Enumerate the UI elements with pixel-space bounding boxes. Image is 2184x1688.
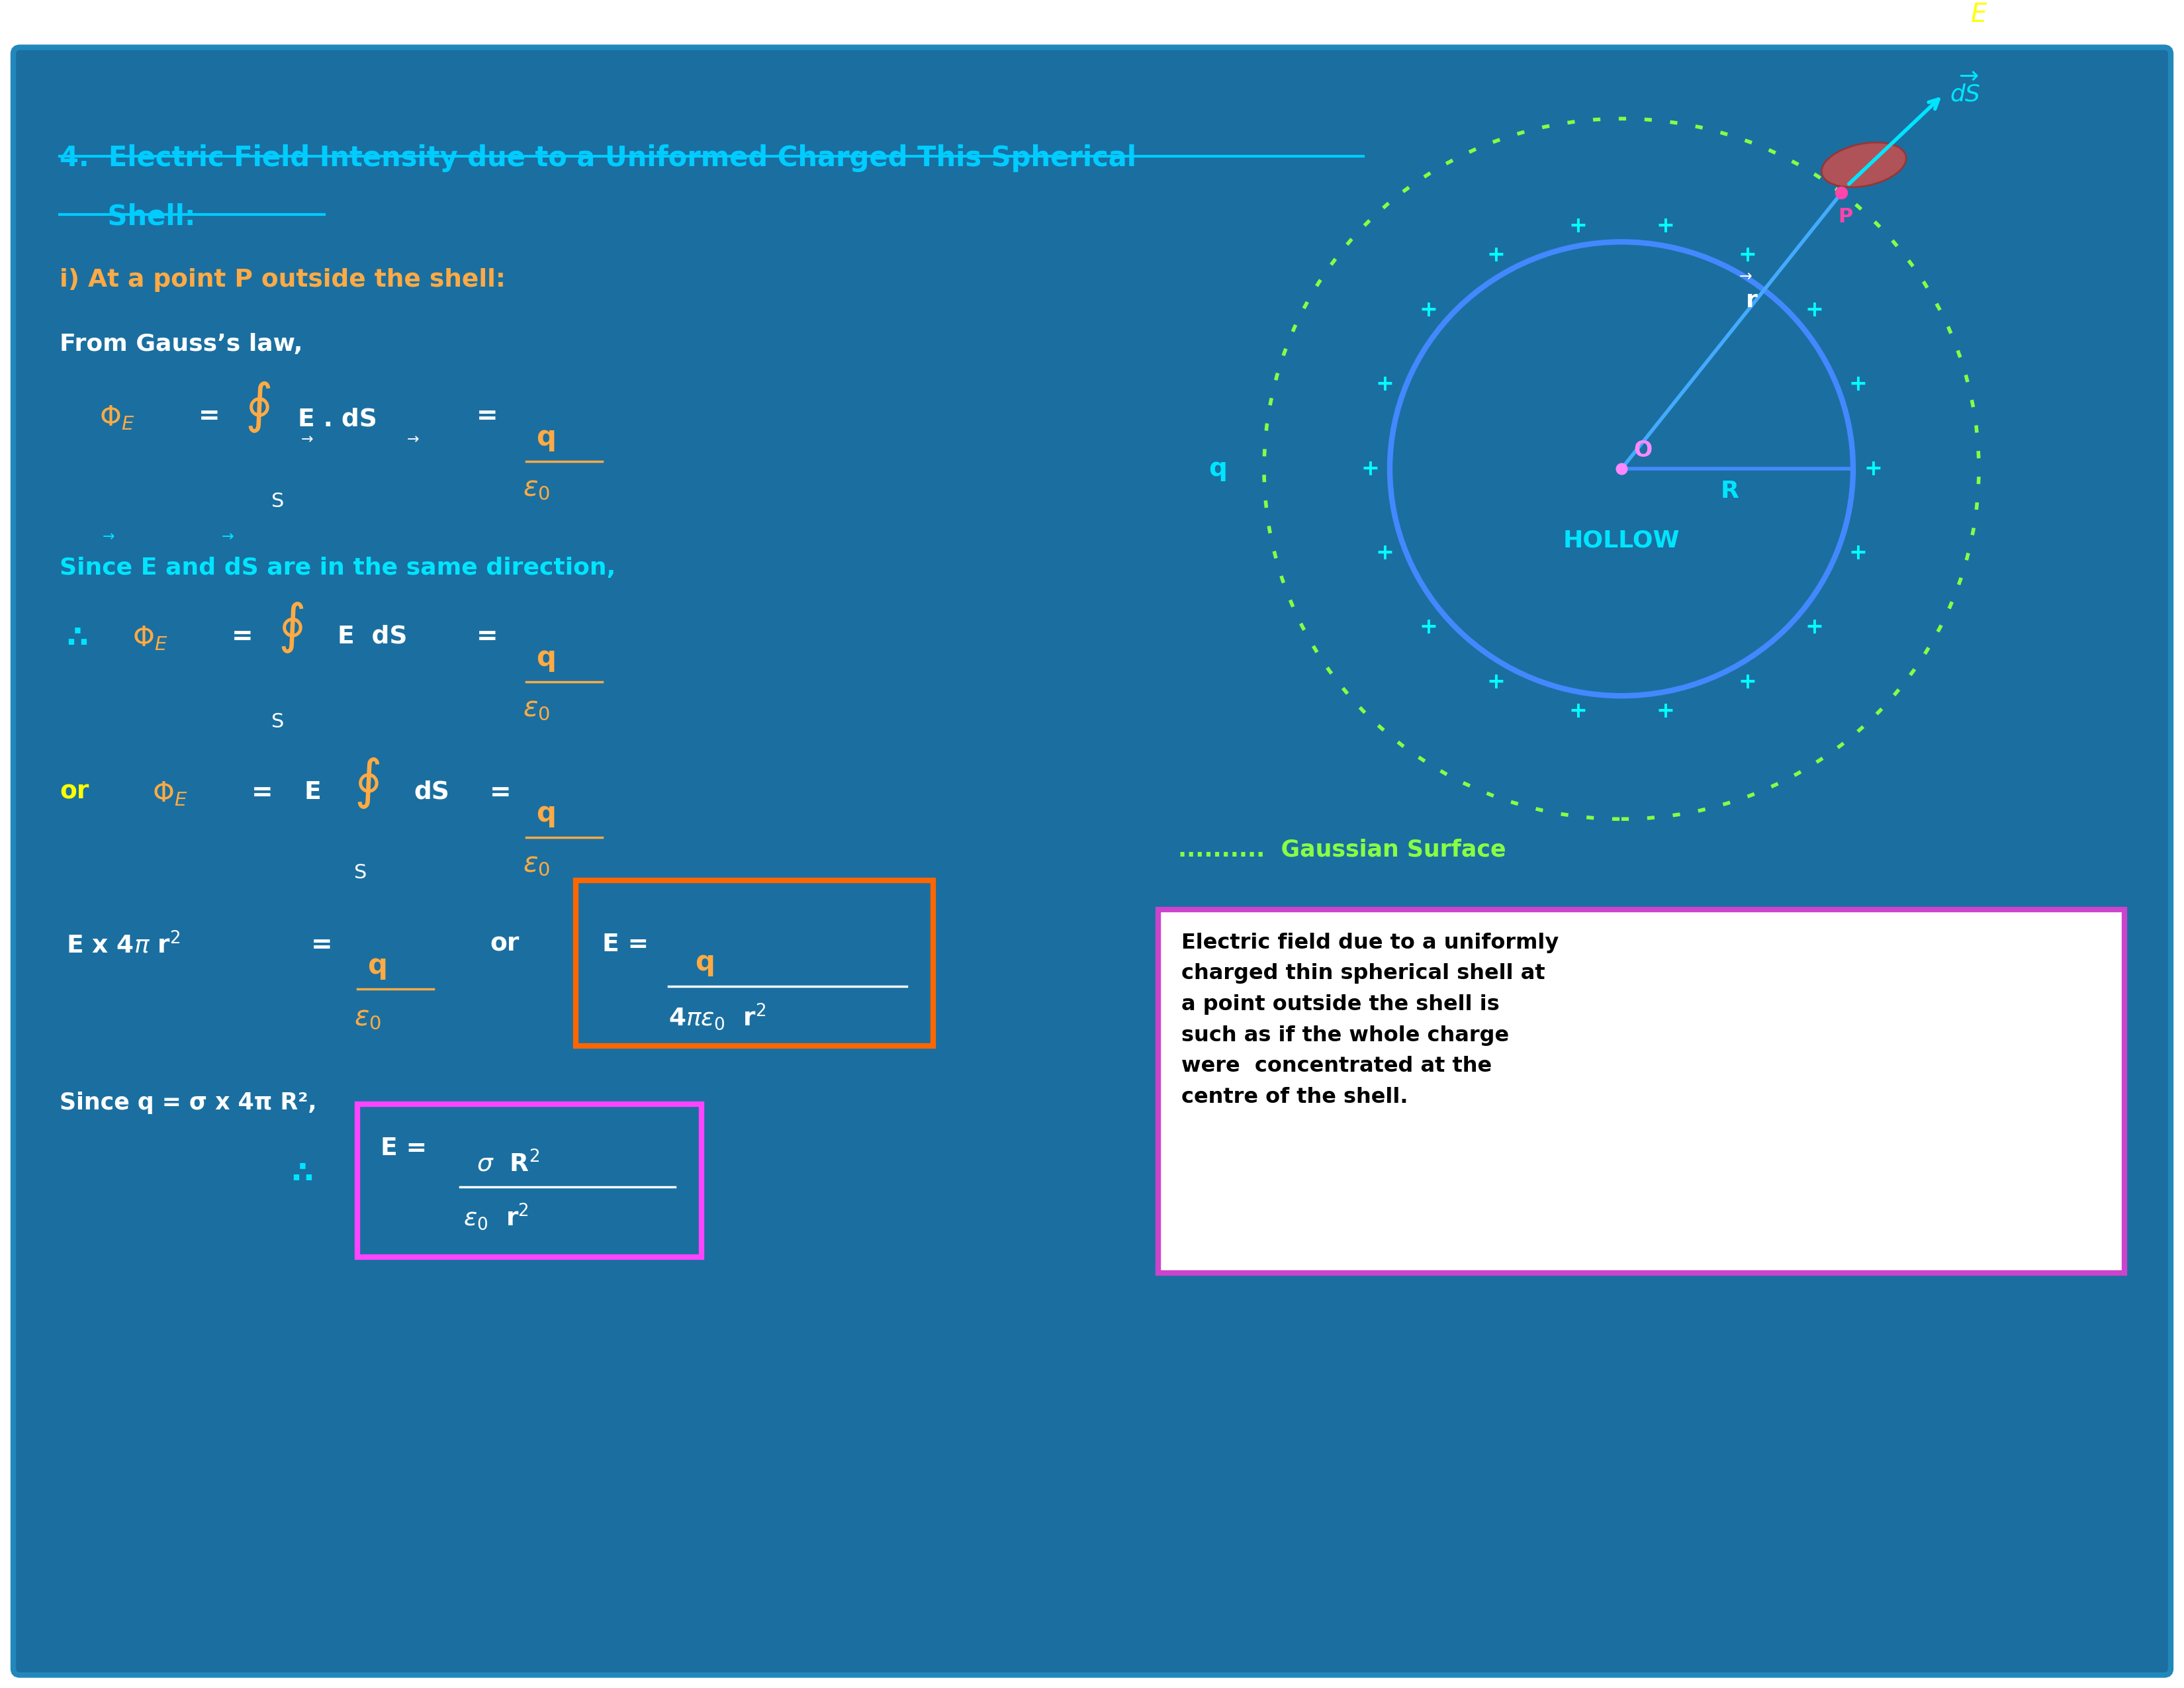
- Text: +: +: [1738, 672, 1756, 694]
- Text: $\overrightarrow{dS}$: $\overrightarrow{dS}$: [1950, 73, 1981, 106]
- Text: $\Phi_E$: $\Phi_E$: [153, 780, 188, 809]
- Text: E  dS: E dS: [339, 625, 408, 648]
- Text: E: E: [304, 780, 321, 803]
- FancyBboxPatch shape: [1158, 910, 2125, 1273]
- Text: $\varepsilon_0$: $\varepsilon_0$: [354, 1004, 382, 1031]
- Text: q: q: [695, 949, 714, 977]
- Text: $\varepsilon_0$  r$^2$: $\varepsilon_0$ r$^2$: [463, 1202, 529, 1231]
- Text: ∮: ∮: [277, 603, 306, 653]
- Text: S: S: [354, 863, 367, 883]
- FancyBboxPatch shape: [13, 47, 2171, 1674]
- Text: $\vec{E}$: $\vec{E}$: [1970, 0, 1987, 27]
- Text: +: +: [1568, 701, 1588, 722]
- Text: Electric field due to a uniformly
charged thin spherical shell at
a point outsid: Electric field due to a uniformly charge…: [1182, 932, 1559, 1107]
- Text: dS: dS: [413, 780, 450, 803]
- Text: →: →: [1738, 268, 1752, 285]
- Text: +: +: [1863, 457, 1883, 479]
- Text: $\varepsilon_0$: $\varepsilon_0$: [522, 851, 550, 878]
- Text: 4.  Electric Field Intensity due to a Uniformed Charged This Spherical: 4. Electric Field Intensity due to a Uni…: [59, 145, 1136, 172]
- Text: R: R: [1721, 479, 1738, 503]
- Text: $\varepsilon_0$: $\varepsilon_0$: [522, 694, 550, 722]
- Text: +: +: [1804, 616, 1824, 638]
- Text: →: →: [223, 530, 234, 544]
- Text: =: =: [310, 932, 332, 957]
- Text: +: +: [1376, 373, 1393, 395]
- Text: ∮: ∮: [354, 758, 382, 809]
- Text: r: r: [1745, 289, 1758, 312]
- Text: E =: E =: [380, 1136, 426, 1161]
- Text: E =: E =: [603, 932, 649, 957]
- Text: +: +: [1848, 373, 1867, 395]
- FancyBboxPatch shape: [577, 881, 933, 1047]
- Text: +: +: [1848, 542, 1867, 564]
- Text: →: →: [301, 434, 314, 446]
- Text: →: →: [103, 530, 116, 544]
- Text: S: S: [271, 712, 284, 731]
- Text: $\sigma$  R$^2$: $\sigma$ R$^2$: [476, 1151, 539, 1177]
- Text: =: =: [476, 625, 498, 650]
- Text: q: q: [367, 952, 387, 979]
- Text: or: or: [489, 932, 520, 957]
- Text: +: +: [1420, 299, 1437, 321]
- FancyBboxPatch shape: [358, 1104, 701, 1258]
- Text: P: P: [1839, 208, 1852, 226]
- Text: q: q: [535, 800, 557, 827]
- Text: q: q: [535, 643, 557, 672]
- Text: =: =: [199, 403, 221, 429]
- Text: ..........  Gaussian Surface: .......... Gaussian Surface: [1177, 839, 1507, 861]
- Text: ∴: ∴: [290, 1160, 312, 1190]
- Ellipse shape: [1821, 142, 1907, 187]
- Text: E . dS: E . dS: [297, 407, 378, 430]
- Text: +: +: [1361, 457, 1378, 479]
- Text: +: +: [1376, 542, 1393, 564]
- Text: +: +: [1568, 216, 1588, 236]
- Text: $\Phi_E$: $\Phi_E$: [133, 625, 168, 652]
- Text: =: =: [489, 780, 511, 805]
- Text: Since E and dS are in the same direction,: Since E and dS are in the same direction…: [59, 557, 616, 579]
- Text: =: =: [251, 780, 273, 805]
- Text: q: q: [535, 424, 557, 451]
- Text: i) At a point P outside the shell:: i) At a point P outside the shell:: [59, 268, 507, 292]
- Text: E x 4$\pi$ r$^2$: E x 4$\pi$ r$^2$: [66, 932, 181, 959]
- Text: =: =: [476, 403, 498, 429]
- Text: $\varepsilon_0$: $\varepsilon_0$: [522, 474, 550, 501]
- Text: ∴: ∴: [66, 625, 87, 655]
- Text: S: S: [271, 491, 284, 511]
- Text: +: +: [1487, 245, 1505, 267]
- Text: or: or: [59, 780, 90, 803]
- Text: =: =: [232, 625, 253, 650]
- Text: →: →: [406, 434, 419, 446]
- Text: +: +: [1738, 245, 1756, 267]
- Text: q: q: [1208, 456, 1227, 481]
- Text: +: +: [1655, 216, 1675, 236]
- Text: Since q = σ x 4π R²,: Since q = σ x 4π R²,: [59, 1092, 317, 1114]
- Text: +: +: [1655, 701, 1675, 722]
- Text: From Gauss’s law,: From Gauss’s law,: [59, 333, 304, 354]
- Text: 4$\pi\varepsilon_0$  r$^2$: 4$\pi\varepsilon_0$ r$^2$: [668, 1003, 767, 1031]
- Text: +: +: [1420, 616, 1437, 638]
- Text: HOLLOW: HOLLOW: [1564, 528, 1679, 552]
- Text: +: +: [1487, 672, 1505, 694]
- Text: O: O: [1634, 439, 1651, 461]
- Text: $\Phi_E$: $\Phi_E$: [98, 403, 135, 432]
- Text: ∮: ∮: [245, 381, 273, 432]
- Text: Shell:: Shell:: [59, 203, 197, 231]
- Text: +: +: [1804, 299, 1824, 321]
